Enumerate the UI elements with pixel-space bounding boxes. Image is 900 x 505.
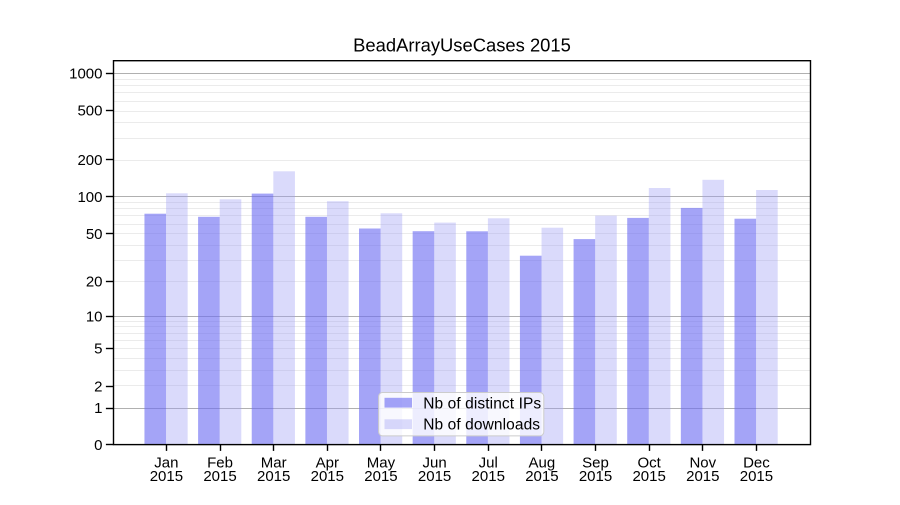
svg-text:May: May <box>367 454 396 471</box>
svg-text:2015: 2015 <box>150 468 183 485</box>
svg-text:2015: 2015 <box>311 468 344 485</box>
svg-text:2015: 2015 <box>525 468 558 485</box>
svg-text:2015: 2015 <box>364 468 397 485</box>
svg-text:Apr: Apr <box>316 454 339 471</box>
svg-text:1: 1 <box>94 400 102 417</box>
svg-text:Nb of distinct IPs: Nb of distinct IPs <box>423 395 541 412</box>
svg-text:2015: 2015 <box>686 468 719 485</box>
svg-text:5: 5 <box>94 341 102 358</box>
svg-text:BeadArrayUseCases 2015: BeadArrayUseCases 2015 <box>353 35 571 56</box>
svg-text:200: 200 <box>77 152 102 169</box>
svg-text:20: 20 <box>86 273 103 290</box>
svg-text:1000: 1000 <box>69 66 102 83</box>
svg-text:Nb of downloads: Nb of downloads <box>423 416 540 433</box>
svg-text:Jul: Jul <box>479 454 498 471</box>
svg-text:10: 10 <box>86 309 103 326</box>
svg-text:50: 50 <box>86 226 103 243</box>
svg-text:2015: 2015 <box>740 468 773 485</box>
svg-text:0: 0 <box>94 437 102 454</box>
svg-text:Nov: Nov <box>689 454 716 471</box>
svg-text:2015: 2015 <box>203 468 236 485</box>
svg-text:Oct: Oct <box>637 454 661 471</box>
svg-text:Sep: Sep <box>582 454 609 471</box>
svg-text:2015: 2015 <box>418 468 451 485</box>
svg-text:Aug: Aug <box>529 454 556 471</box>
svg-text:Jan: Jan <box>154 454 178 471</box>
svg-text:Jun: Jun <box>423 454 447 471</box>
svg-text:500: 500 <box>77 103 102 120</box>
svg-text:2015: 2015 <box>257 468 290 485</box>
svg-text:Mar: Mar <box>261 454 287 471</box>
svg-text:100: 100 <box>77 189 102 206</box>
svg-text:2015: 2015 <box>472 468 505 485</box>
svg-text:2015: 2015 <box>632 468 665 485</box>
svg-text:2: 2 <box>94 378 102 395</box>
svg-text:Feb: Feb <box>207 454 233 471</box>
svg-text:2015: 2015 <box>579 468 612 485</box>
svg-text:Dec: Dec <box>743 454 770 471</box>
